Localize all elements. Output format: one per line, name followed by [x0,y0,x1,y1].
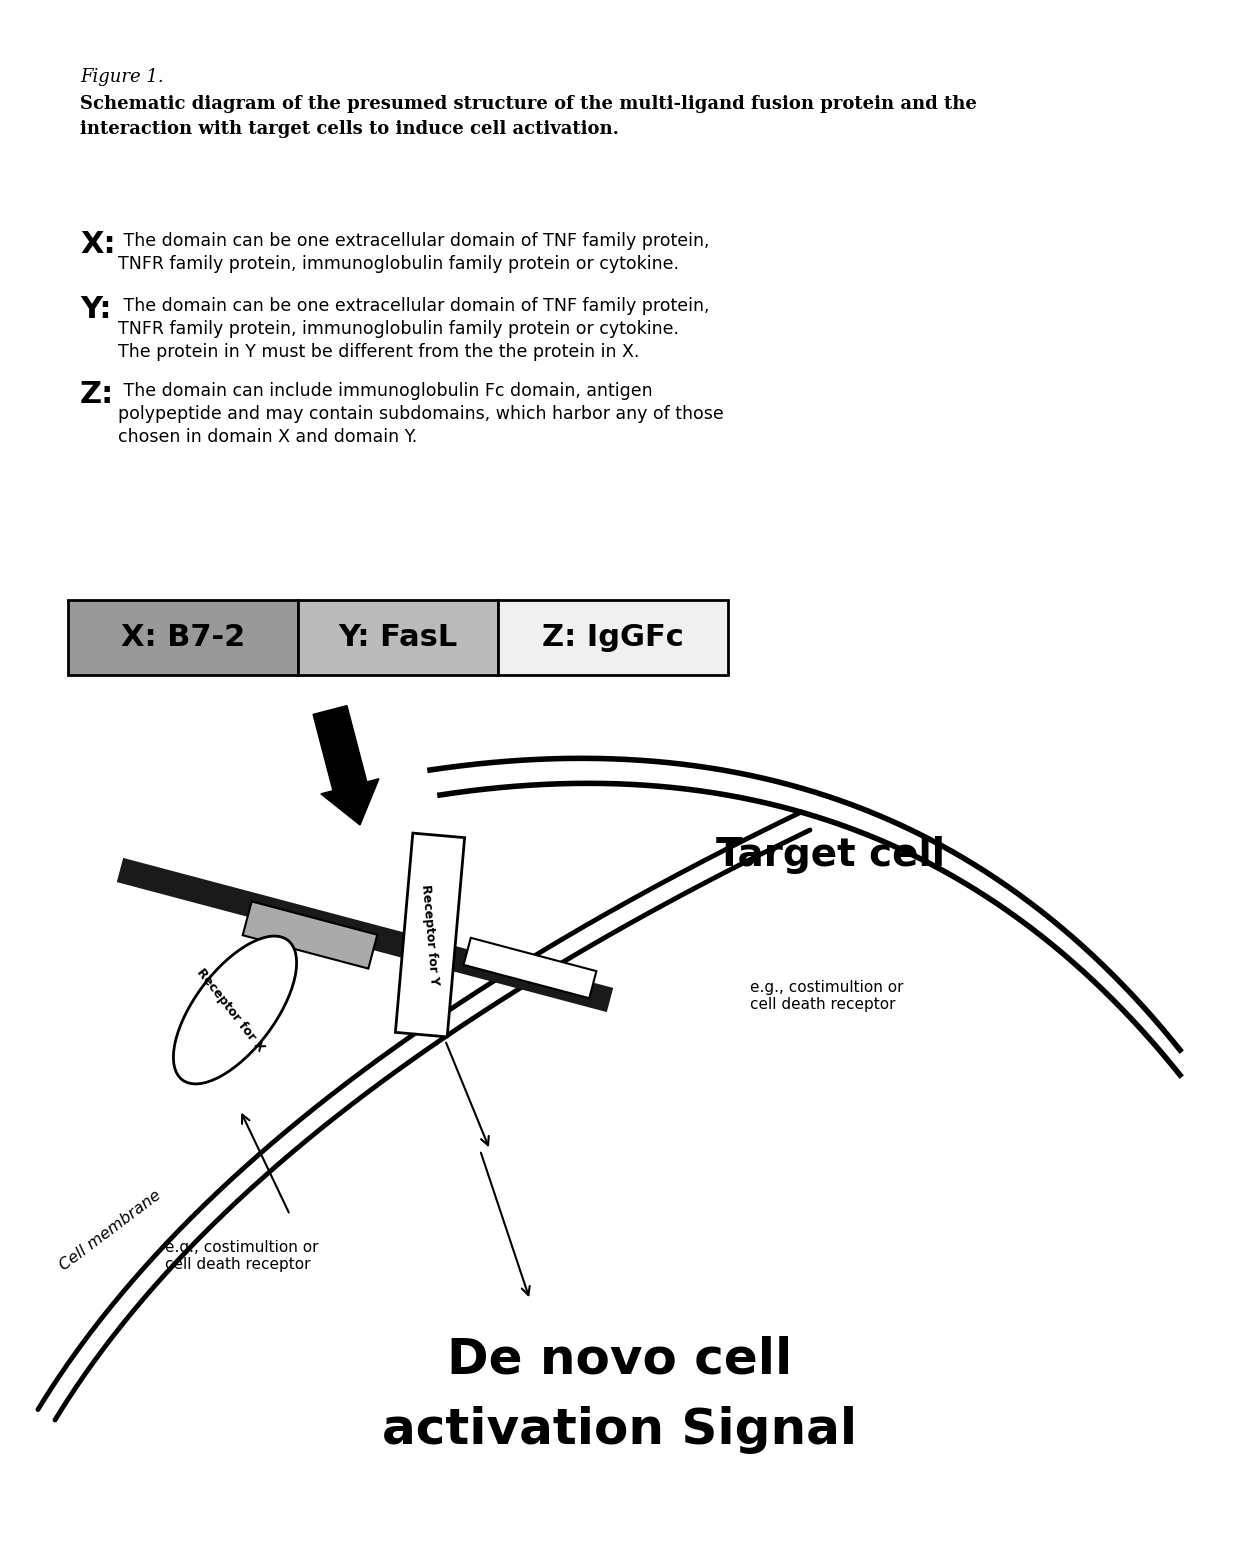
Text: X: B7-2: X: B7-2 [120,623,246,652]
Text: interaction with target cells to induce cell activation.: interaction with target cells to induce … [81,121,619,138]
Text: e.g., costimultion or
cell death receptor: e.g., costimultion or cell death recepto… [165,1240,319,1272]
Text: Figure 1.: Figure 1. [81,68,164,87]
Text: The domain can be one extracellular domain of TNF family protein,: The domain can be one extracellular doma… [118,232,709,250]
Text: e.g., costimultion or
cell death receptor: e.g., costimultion or cell death recepto… [750,980,904,1013]
Text: activation Signal: activation Signal [382,1405,858,1453]
Text: TNFR family protein, immunoglobulin family protein or cytokine.: TNFR family protein, immunoglobulin fami… [118,320,680,339]
Text: X:: X: [81,230,115,260]
FancyBboxPatch shape [498,600,728,676]
Text: Cell membrane: Cell membrane [57,1187,164,1272]
Text: The domain can be one extracellular domain of TNF family protein,: The domain can be one extracellular doma… [118,297,709,315]
Text: polypeptide and may contain subdomains, which harbor any of those: polypeptide and may contain subdomains, … [118,405,724,424]
Bar [464,938,596,999]
Text: The domain can include immunoglobulin Fc domain, antigen: The domain can include immunoglobulin Fc… [118,382,652,400]
FancyArrow shape [312,705,379,826]
Text: TNFR family protein, immunoglobulin family protein or cytokine.: TNFR family protein, immunoglobulin fami… [118,255,680,274]
Text: Y:: Y: [81,295,112,325]
Ellipse shape [174,935,296,1084]
FancyBboxPatch shape [68,600,298,676]
Text: The protein in Y must be different from the the protein in X.: The protein in Y must be different from … [118,343,640,362]
Text: De novo cell: De novo cell [448,1336,792,1384]
Text: Receptor for Y: Receptor for Y [419,884,441,986]
Bar [396,833,465,1037]
FancyBboxPatch shape [298,600,498,676]
Text: Schematic diagram of the presumed structure of the multi-ligand fusion protein a: Schematic diagram of the presumed struct… [81,94,977,113]
Text: Y: FasL: Y: FasL [339,623,458,652]
Text: chosen in domain X and domain Y.: chosen in domain X and domain Y. [118,428,417,445]
Text: Z: IgGFc: Z: IgGFc [542,623,684,652]
Text: Target cell: Target cell [715,836,945,873]
Text: Receptor for X: Receptor for X [193,966,267,1054]
Text: Z:: Z: [81,380,114,410]
Bar [243,901,377,969]
